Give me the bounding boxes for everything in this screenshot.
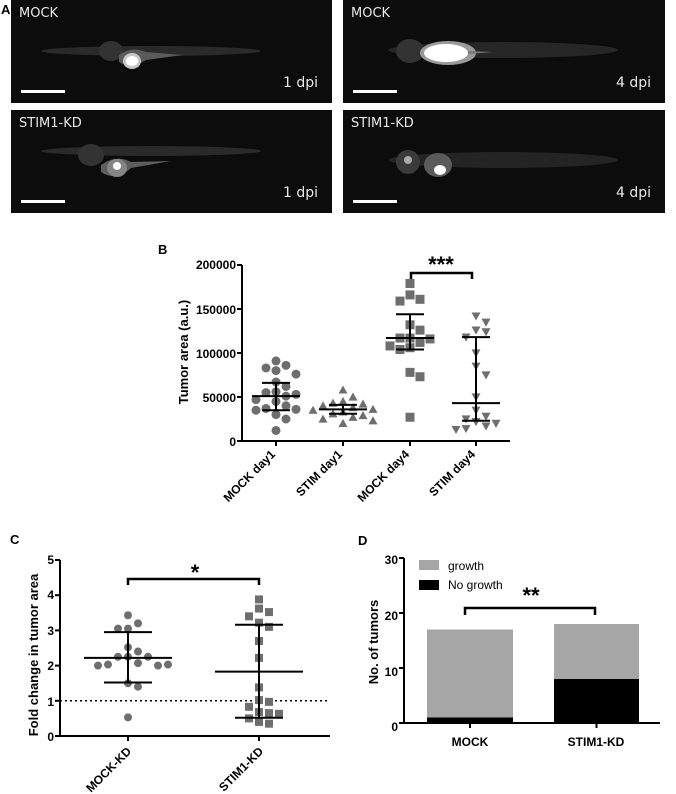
time-label: 1 dpi [282, 75, 318, 91]
y-tick: 5 [47, 553, 54, 567]
scale-bar [353, 200, 397, 203]
time-label: 4 dpi [615, 75, 651, 91]
y-tick: 2 [47, 659, 54, 673]
scale-bar [21, 90, 65, 93]
x-tick: MOCK-KD [83, 744, 134, 794]
legend-label-growth: growth [448, 559, 484, 573]
legend-swatch-no-growth [419, 580, 439, 590]
panel-a-letter: A [1, 2, 11, 17]
y-tick: 1 [47, 695, 54, 709]
bar-segment [554, 624, 639, 679]
zebrafish-image [41, 144, 261, 177]
x-tick: STIM day1 [293, 447, 345, 499]
condition-label: MOCK [19, 6, 59, 21]
bar-segment [427, 629, 513, 718]
significance-marker: * [191, 560, 200, 585]
y-tick: 50000 [203, 391, 237, 405]
y-tick: 4 [47, 588, 54, 602]
x-tick: MOCK day1 [221, 447, 279, 505]
fold-change-chart: Fold change in tumor area 5 4 3 2 1 0 MO… [26, 553, 330, 794]
zebrafish-image [41, 41, 261, 69]
micrograph-mock-1dpi: MOCK 1 dpi [11, 0, 332, 103]
y-tick: 100000 [196, 347, 236, 361]
significance-marker: *** [428, 252, 454, 277]
condition-label: MOCK [351, 6, 391, 21]
y-tick: 3 [47, 624, 54, 638]
condition-label: STIM1-KD [19, 116, 82, 131]
panel-c-letter: C [10, 532, 20, 547]
y-tick: 10 [385, 665, 399, 679]
x-tick: MOCK [452, 735, 489, 749]
bar-segment [554, 679, 639, 723]
legend-swatch-growth [419, 560, 439, 570]
bar-segment [427, 717, 513, 723]
time-label: 4 dpi [615, 185, 651, 201]
y-tick: 0 [47, 730, 54, 744]
micrograph-mock-4dpi: MOCK 4 dpi [343, 0, 665, 103]
tumor-count-chart: No. of tumors 30 20 10 0 MOCK STIM1-KD g… [366, 553, 660, 749]
x-tick: STIM day4 [426, 447, 478, 499]
y-tick: 0 [229, 435, 236, 449]
y-axis-label: No. of tumors [366, 600, 381, 685]
condition-label: STIM1-KD [351, 116, 414, 131]
y-tick: 0 [391, 720, 398, 734]
time-label: 1 dpi [282, 185, 318, 201]
y-tick: 20 [385, 609, 399, 623]
x-tick: STIM1-KD [216, 744, 266, 794]
y-tick: 200000 [196, 258, 236, 272]
scale-bar [21, 200, 65, 203]
scale-bar [353, 90, 397, 93]
y-tick: 150000 [196, 303, 236, 317]
significance-marker: ** [522, 583, 540, 608]
y-tick: 30 [385, 553, 399, 567]
zebrafish-image [388, 39, 618, 65]
panel-d-letter: D [358, 533, 368, 548]
micrograph-stim1kd-4dpi: STIM1-KD 4 dpi [343, 110, 665, 213]
micrograph-stim1kd-1dpi: STIM1-KD 1 dpi [11, 110, 332, 213]
y-axis-label: Fold change in tumor area [26, 573, 41, 736]
x-tick: STIM1-KD [568, 735, 625, 749]
x-tick: MOCK day4 [355, 447, 413, 505]
legend-label-no-growth: No growth [448, 578, 503, 592]
zebrafish-image [388, 150, 618, 177]
panel-b-letter: B [158, 242, 168, 257]
tumor-area-chart: Tumor area (a.u.) 200000 150000 100000 5… [176, 252, 510, 505]
y-axis-label: Tumor area (a.u.) [176, 300, 191, 405]
